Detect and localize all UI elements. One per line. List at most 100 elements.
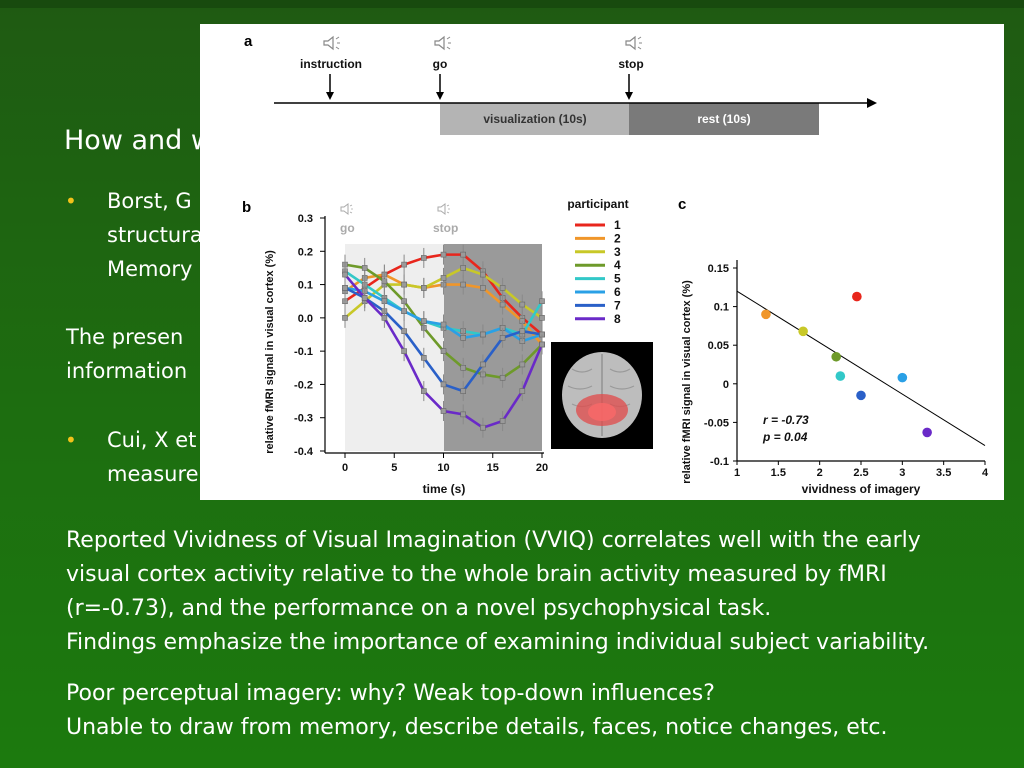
data-point xyxy=(460,364,467,371)
scatter-point-6 xyxy=(856,390,866,401)
y-tick-label: -0.1 xyxy=(294,346,313,358)
bullet-dot-icon: • xyxy=(65,428,77,452)
data-point xyxy=(499,335,506,341)
brain-image xyxy=(551,342,653,449)
data-point xyxy=(401,281,407,288)
x-tick-label: 0 xyxy=(342,462,348,474)
y-tick-label: -0.05 xyxy=(704,417,729,429)
data-point xyxy=(460,335,467,341)
event-arrows xyxy=(326,74,633,100)
data-point xyxy=(460,251,467,258)
x-tick-label: 10 xyxy=(437,462,449,474)
data-point xyxy=(460,411,467,418)
text-line: information xyxy=(66,359,188,383)
bullet-line: Cui, X et xyxy=(107,428,197,452)
y-tick-label: -0.2 xyxy=(294,379,313,391)
bullet-line: measure xyxy=(107,462,199,486)
stop-phase-shading xyxy=(444,244,542,451)
chart-c-ylabel: relative fMRI signal in visual cortex (%… xyxy=(681,280,693,484)
data-point xyxy=(460,281,467,288)
paragraph-imagery: Poor perceptual imagery: why? Weak top-d… xyxy=(66,677,888,745)
legend-label-6: 6 xyxy=(614,285,621,299)
data-point xyxy=(440,408,447,414)
data-point xyxy=(539,315,545,321)
chart-b-xlabel: time (s) xyxy=(423,482,466,496)
panel-b-label: b xyxy=(242,199,251,216)
data-point xyxy=(539,298,545,305)
data-point xyxy=(440,321,447,328)
data-point xyxy=(480,424,486,431)
text-line: Unable to draw from memory, describe det… xyxy=(66,715,888,740)
data-point xyxy=(440,348,447,354)
data-point xyxy=(499,418,506,424)
data-point xyxy=(480,285,486,291)
data-point xyxy=(460,265,467,271)
data-point xyxy=(480,361,486,368)
y-tick-label: 0.3 xyxy=(298,213,313,225)
legend-label-3: 3 xyxy=(614,245,621,259)
x-tick-label: 3.5 xyxy=(936,467,951,479)
data-point xyxy=(440,275,447,281)
y-tick-label: -0.1 xyxy=(710,456,729,468)
legend-label-7: 7 xyxy=(614,298,621,312)
top-bar xyxy=(0,0,1024,8)
visualization-label: visualization (10s) xyxy=(483,112,586,126)
speaker-icon xyxy=(340,203,353,215)
legend-label-2: 2 xyxy=(614,231,621,245)
speaker-icon xyxy=(323,35,340,51)
x-tick-label: 15 xyxy=(487,462,499,474)
scatter-point-8 xyxy=(922,427,932,438)
legend-label-4: 4 xyxy=(614,258,621,272)
go-phase-label: go xyxy=(340,221,355,235)
scatter-point-7 xyxy=(897,372,908,383)
legend-title: participant xyxy=(567,197,628,211)
data-point xyxy=(499,285,506,291)
data-point xyxy=(401,328,407,334)
data-point xyxy=(519,361,526,368)
bullet-line: structura xyxy=(107,223,203,247)
data-point xyxy=(421,388,427,394)
x-tick-label: 3 xyxy=(899,467,905,479)
bullet-item-1: • Borst, G structura Memory xyxy=(65,184,203,286)
scatter-point-3 xyxy=(831,351,841,362)
visualization-bar xyxy=(440,103,629,135)
x-tick-label: 20 xyxy=(536,462,548,474)
y-tick-label: 0.05 xyxy=(708,340,729,352)
data-point xyxy=(421,318,427,324)
figure-panel: a instruction go stop visualization (10s… xyxy=(200,24,1004,500)
y-tick-label: -0.3 xyxy=(294,413,313,425)
scatter-point-4 xyxy=(835,371,846,381)
chart-c-plot: 0.15 0.1 0.05 0 -0.05 -0.1 1 1.5 2 2.5 3 3.5 4 xyxy=(704,260,989,479)
correlation-r: r = -0.73 xyxy=(763,413,809,427)
data-point xyxy=(342,285,348,291)
panel-a-label: a xyxy=(244,33,253,50)
event-go-label: go xyxy=(433,57,448,71)
mid-text: The presen information xyxy=(66,320,187,388)
data-point xyxy=(519,388,526,394)
legend-label-1: 1 xyxy=(614,218,621,232)
stop-phase-label: stop xyxy=(433,221,458,235)
chart-c-xlabel: vividness of imagery xyxy=(802,482,921,496)
data-point xyxy=(519,328,526,334)
data-point xyxy=(421,255,427,261)
paragraph-findings: Reported Vividness of Visual Imagination… xyxy=(66,524,929,660)
chart-b-ylabel: relative fMRI signal in visual cortex (%… xyxy=(264,250,276,454)
text-line: Poor perceptual imagery: why? Weak top-d… xyxy=(66,681,715,706)
text-line: (r=-0.73), and the performance on a nove… xyxy=(66,596,772,621)
data-point xyxy=(480,331,486,338)
speaker-icon xyxy=(437,203,450,215)
speaker-icon xyxy=(625,35,642,51)
data-point xyxy=(460,388,467,394)
text-line: visual cortex activity relative to the w… xyxy=(66,562,887,587)
y-tick-label: -0.4 xyxy=(294,446,314,458)
legend-label-5: 5 xyxy=(614,272,621,286)
data-point xyxy=(480,271,486,278)
data-point xyxy=(440,381,447,388)
text-line: Findings emphasize the importance of exa… xyxy=(66,630,930,655)
data-point xyxy=(401,308,407,315)
data-point xyxy=(381,315,388,321)
timeline-arrowhead xyxy=(867,98,877,108)
legend-label-8: 8 xyxy=(614,312,621,326)
figure-svg: a instruction go stop visualization (10s… xyxy=(242,33,989,496)
text-line: The presen xyxy=(66,325,184,349)
